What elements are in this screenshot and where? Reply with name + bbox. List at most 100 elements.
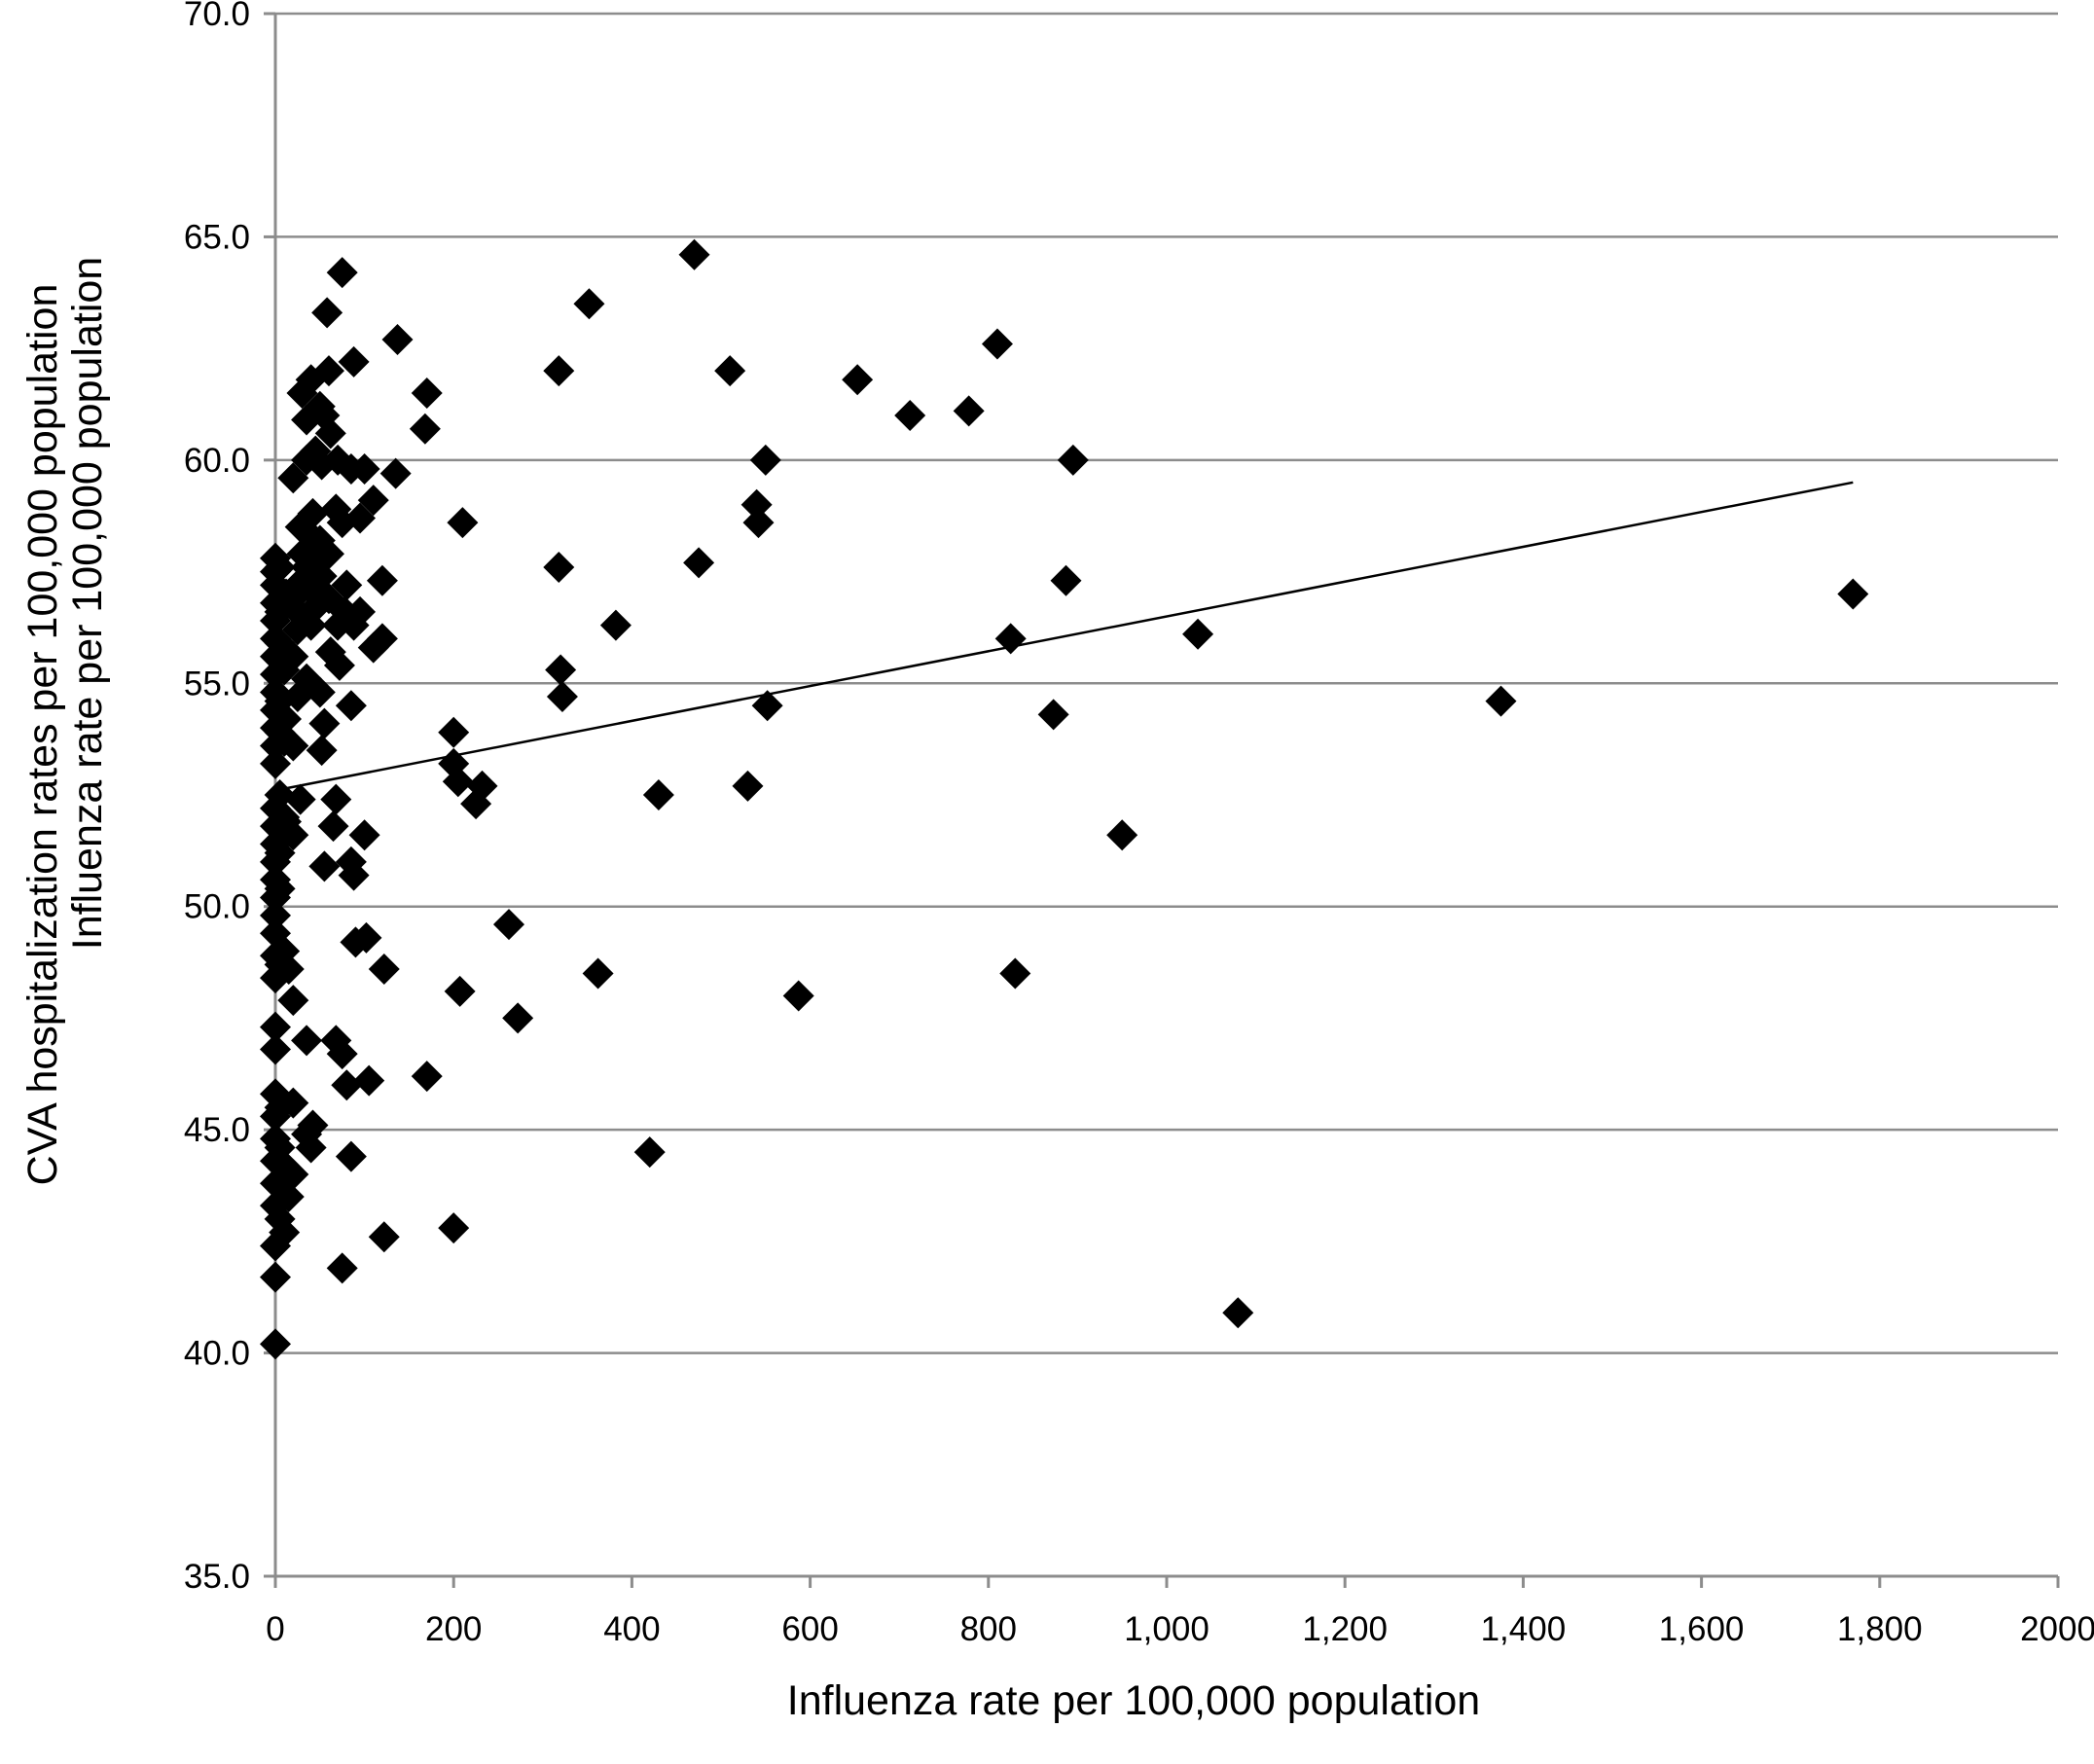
data-point <box>308 707 341 739</box>
y-tick-label: 65.0 <box>184 218 250 256</box>
data-point <box>297 1109 329 1141</box>
x-tick-label: 400 <box>603 1610 660 1648</box>
data-point <box>277 1087 309 1119</box>
data-point <box>338 859 370 891</box>
data-point <box>411 378 443 410</box>
data-point <box>277 819 309 851</box>
data-point <box>1837 578 1869 610</box>
data-point <box>308 850 341 882</box>
data-point <box>379 457 412 489</box>
data-point <box>306 735 338 767</box>
data-point <box>502 1002 534 1034</box>
data-point <box>326 1252 358 1284</box>
x-tick-label: 2000 <box>2020 1610 2094 1648</box>
data-point <box>326 257 358 289</box>
data-point <box>269 1216 301 1248</box>
y-tick-label: 35.0 <box>184 1558 250 1596</box>
y-tick-label: 45.0 <box>184 1111 250 1149</box>
x-tick-label: 800 <box>960 1610 1017 1648</box>
data-point <box>270 702 302 735</box>
data-point <box>277 1159 309 1191</box>
data-point <box>320 783 352 815</box>
data-point <box>546 681 578 713</box>
data-point <box>260 1011 291 1043</box>
trendline-line <box>274 481 1854 792</box>
data-point <box>344 502 377 534</box>
data-point <box>633 1136 666 1169</box>
data-point <box>338 345 370 378</box>
x-tick-label: 1,600 <box>1659 1610 1745 1648</box>
data-point <box>492 909 524 941</box>
y-axis-title-line-2: Influenza rate per 100,000 population <box>64 257 111 950</box>
data-point <box>438 1212 470 1244</box>
data-point <box>366 623 398 655</box>
data-point <box>366 564 398 596</box>
data-point <box>1485 685 1517 717</box>
data-point <box>277 640 309 672</box>
data-point <box>782 980 814 1012</box>
y-tick-label: 60.0 <box>184 442 250 480</box>
data-point <box>260 1261 291 1293</box>
data-point <box>272 953 305 985</box>
data-point <box>543 551 575 583</box>
data-point <box>1057 444 1089 476</box>
data-point <box>260 1033 291 1065</box>
y-tick-label: 50.0 <box>184 888 250 926</box>
data-point <box>353 1064 385 1097</box>
data-point <box>317 810 349 843</box>
data-point <box>573 288 605 320</box>
data-point <box>1222 1297 1254 1329</box>
data-point <box>582 957 614 990</box>
y-tick-label: 70.0 <box>184 0 250 33</box>
data-point <box>260 899 291 931</box>
data-point <box>312 538 344 570</box>
data-point <box>953 395 985 427</box>
data-point <box>438 716 470 748</box>
data-point <box>335 1140 367 1172</box>
data-point <box>545 654 577 686</box>
data-point <box>444 975 476 1007</box>
data-point <box>331 569 363 601</box>
x-tick-label: 200 <box>425 1610 482 1648</box>
x-tick-label: 1,800 <box>1837 1610 1923 1648</box>
data-point <box>348 453 380 486</box>
data-point <box>714 355 746 387</box>
data-point <box>999 957 1031 990</box>
data-point <box>599 609 632 641</box>
data-points <box>260 238 1869 1360</box>
data-point <box>311 297 343 329</box>
data-point <box>350 921 382 954</box>
data-point <box>304 676 336 708</box>
data-point <box>314 417 346 450</box>
data-point <box>368 1221 400 1253</box>
x-tick-label: 600 <box>781 1610 838 1648</box>
data-point <box>264 551 296 583</box>
data-point <box>1182 618 1214 650</box>
x-tick-label: 0 <box>266 1610 284 1648</box>
data-point <box>642 779 674 810</box>
data-point <box>323 649 355 681</box>
data-point <box>335 690 367 722</box>
data-point <box>751 690 783 722</box>
data-point <box>291 1025 323 1057</box>
data-point <box>411 1061 443 1093</box>
data-point <box>348 819 380 851</box>
data-point <box>260 1328 291 1360</box>
data-point <box>260 747 291 779</box>
data-point <box>277 985 309 1017</box>
data-point <box>272 1180 305 1212</box>
x-tick-labels: 0 200 400 600 800 1,000 1,200 1,400 1,600 1,800 20… <box>266 1610 2094 1648</box>
data-point <box>326 1038 358 1070</box>
data-point <box>740 488 773 521</box>
y-tick-labels: 35.0 40.0 45.0 50.0 55.0 60.0 65.0 70.0 <box>184 0 250 1596</box>
data-point <box>749 444 781 476</box>
trendline <box>274 481 1854 792</box>
data-point <box>312 355 344 387</box>
data-point <box>264 873 296 905</box>
data-point <box>678 238 710 270</box>
x-axis-title: Influenza rate per 100,000 population <box>787 1677 1480 1724</box>
data-point <box>1037 699 1069 731</box>
horizontal-gridlines <box>275 12 2058 1354</box>
data-point <box>742 507 775 539</box>
